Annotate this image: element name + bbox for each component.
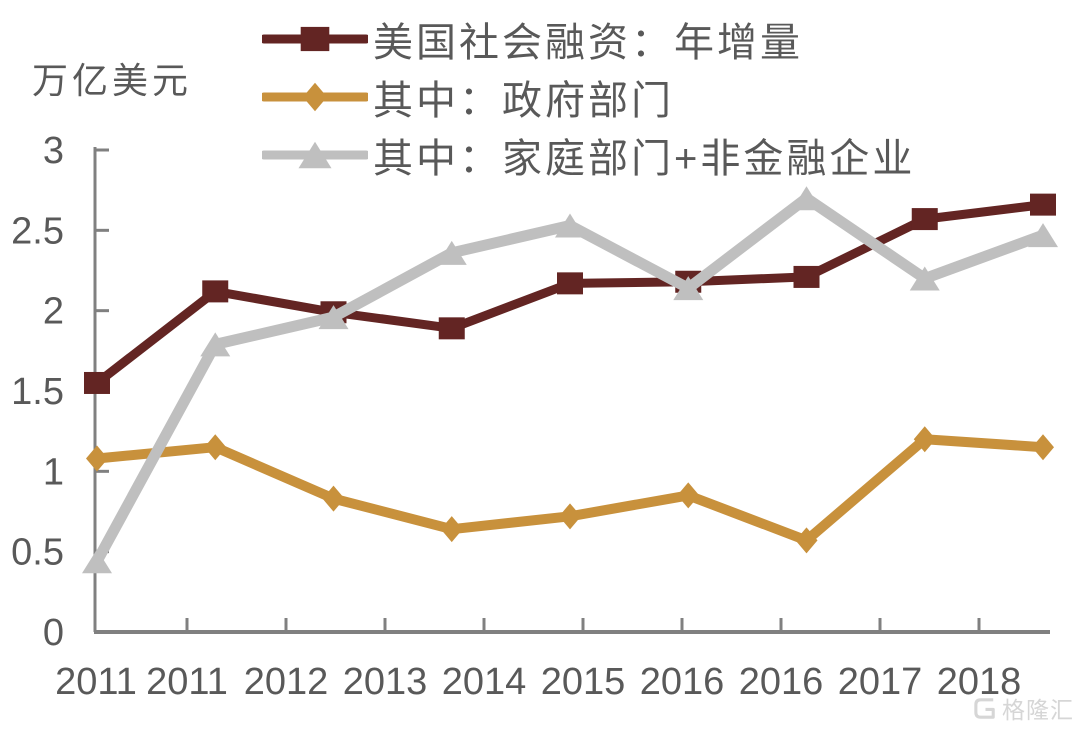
legend-item-2: 其中：家庭部门+非金融企业 (262, 126, 915, 184)
legend-label-1: 其中：政府部门 (373, 79, 674, 123)
svg-text:3: 3 (43, 130, 64, 172)
svg-text:2016: 2016 (739, 661, 824, 703)
x-axis: 2011 2011 2012 2013 2014 2015 2016 2016 2017 2018 (55, 618, 1050, 703)
svg-text:2: 2 (43, 291, 64, 333)
triangle-marker-icon (262, 141, 368, 169)
svg-text:2011: 2011 (146, 661, 228, 703)
legend-item-0: 美国社会融资：年增量 (262, 10, 915, 68)
svg-text:2016: 2016 (640, 661, 725, 703)
series-1 (86, 426, 1054, 554)
svg-text:2013: 2013 (343, 661, 428, 703)
svg-text:2018: 2018 (937, 661, 1022, 703)
svg-text:2014: 2014 (442, 661, 527, 703)
gelonghui-logo-icon (974, 697, 995, 719)
svg-text:2011: 2011 (55, 661, 137, 703)
watermark-text: 格隆汇 (1002, 697, 1074, 723)
svg-text:2015: 2015 (541, 661, 626, 703)
svg-text:1: 1 (43, 451, 64, 493)
diamond-marker-icon (262, 82, 368, 112)
series-2 (82, 186, 1058, 574)
svg-text:0: 0 (43, 612, 64, 654)
series-0 (84, 193, 1056, 394)
svg-text:2017: 2017 (838, 661, 923, 703)
svg-text:0.5: 0.5 (11, 532, 64, 574)
legend-item-1: 其中：政府部门 (262, 68, 915, 126)
chart-legend: 美国社会融资：年增量 其中：政府部门其中：家庭部门+非金融企业 (262, 10, 915, 184)
watermark: 格隆汇 (972, 691, 1074, 725)
y-axis-unit-label: 万亿美元 (32, 60, 193, 101)
svg-text:1.5: 1.5 (11, 371, 64, 413)
square-marker-icon (262, 26, 368, 52)
svg-text:2.5: 2.5 (11, 210, 64, 252)
legend-label-2: 其中：家庭部门+非金融企业 (373, 137, 916, 181)
legend-label-0: 美国社会融资：年增量 (373, 21, 803, 65)
svg-text:2012: 2012 (244, 661, 329, 703)
